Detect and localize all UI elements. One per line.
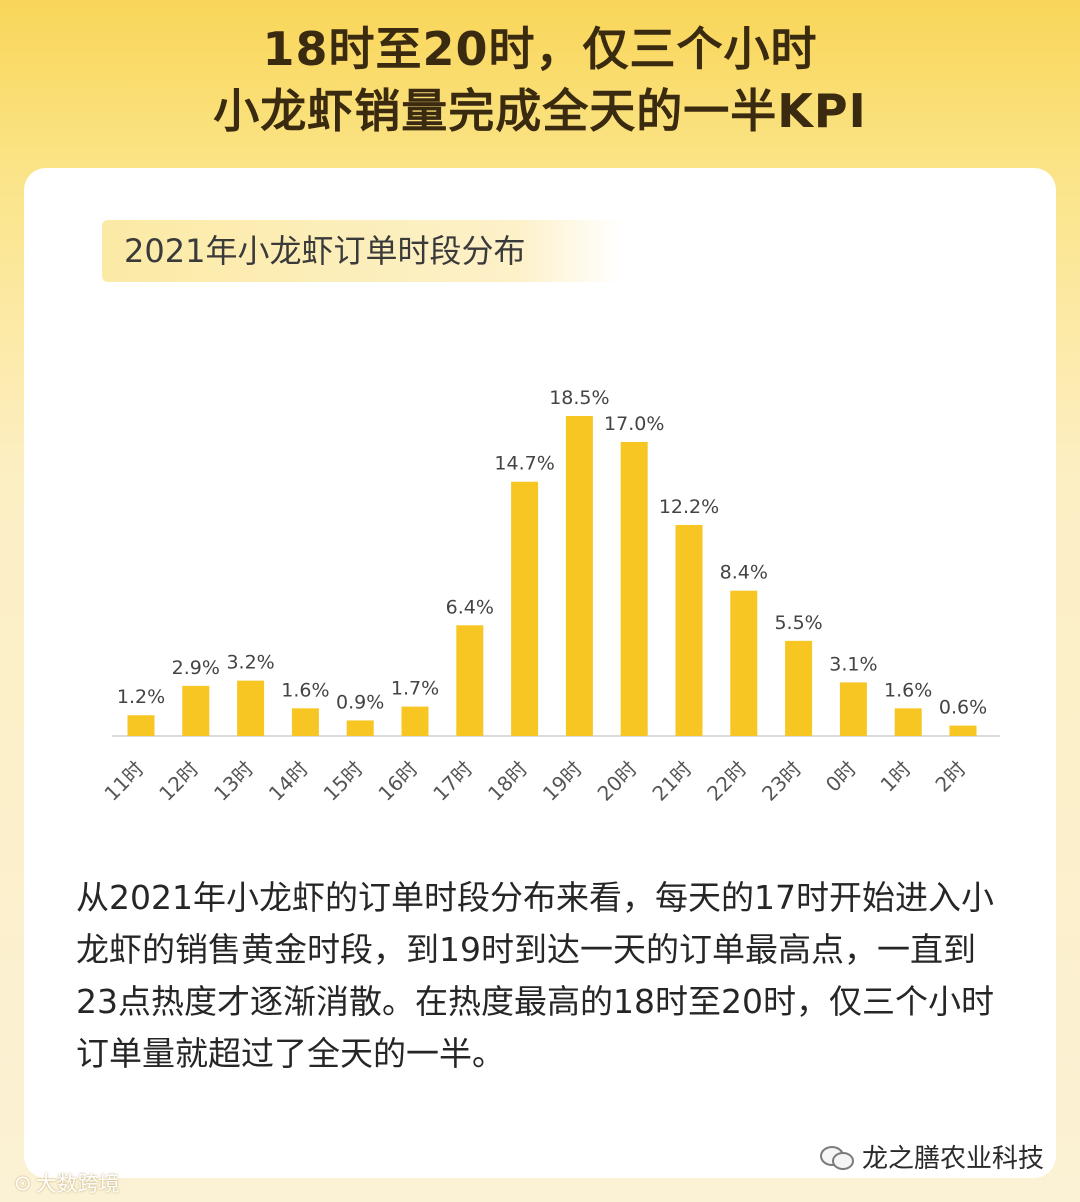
bar-value-label: 1.6% (281, 679, 329, 701)
chart-title: 2021年小龙虾订单时段分布 (124, 232, 526, 270)
headline-line-1: 18时至20时，仅三个小时 (262, 22, 818, 76)
x-tick-label: 17时 (428, 757, 477, 806)
x-tick-label: 20时 (593, 757, 642, 806)
chart-title-highlight (102, 220, 622, 282)
bar-value-label: 18.5% (549, 387, 609, 409)
bar-value-label: 3.1% (829, 653, 877, 675)
bar-value-label: 12.2% (659, 496, 719, 518)
bar-value-label: 1.6% (884, 679, 932, 701)
bar-value-label: 17.0% (604, 413, 664, 435)
content-panel (24, 168, 1056, 1178)
x-tick-label: 19时 (538, 757, 587, 806)
bar-20时 (620, 441, 648, 736)
bar-23时 (785, 640, 813, 736)
bar-value-label: 8.4% (720, 562, 768, 584)
headline: 18时至20时，仅三个小时 小龙虾销量完成全天的一半KPI (0, 18, 1080, 142)
x-tick-label: 11时 (99, 757, 148, 806)
description-paragraph: 从2021年小龙虾的订单时段分布来看，每天的17时开始进入小龙虾的销售黄金时段，… (76, 878, 994, 1073)
watermark: ⊙ 大数跨境 (14, 1168, 120, 1198)
bar-value-label: 6.4% (446, 596, 494, 618)
bar-12时 (182, 685, 210, 736)
bar-13时 (237, 680, 265, 736)
x-tick-label: 16时 (373, 757, 422, 806)
bar-value-label: 14.7% (494, 453, 554, 475)
bar-0时 (839, 682, 867, 736)
bar-15时 (346, 720, 374, 736)
x-tick-label: 18时 (483, 757, 532, 806)
bar-value-label: 1.2% (117, 686, 165, 708)
bar-value-label: 0.6% (939, 697, 987, 719)
headline-line-2: 小龙虾销量完成全天的一半KPI (213, 84, 867, 138)
watermark-text: 大数跨境 (35, 1172, 120, 1196)
bar-chart: 1.2% 11时 2.9% 12时 3.2% 13时 1.6% 14时 0.9% 15时 1.7% 1… (99, 387, 1000, 806)
bar-2时 (949, 725, 977, 736)
x-tick-label: 13时 (209, 757, 258, 806)
wechat-icon (819, 1144, 854, 1170)
brand-name: 龙之膳农业科技 (861, 1144, 1044, 1174)
bar-value-label: 0.9% (336, 691, 384, 713)
brand-signature: 龙之膳农业科技 (819, 1138, 1044, 1175)
bar-19时 (565, 416, 593, 736)
x-tick-label: 0时 (821, 757, 861, 797)
bar-14时 (291, 708, 319, 736)
x-tick-label: 12时 (154, 757, 203, 806)
bar-17时 (456, 625, 484, 736)
bar-18时 (511, 481, 539, 736)
bar-value-label: 3.2% (226, 652, 274, 674)
x-tick-label: 23时 (757, 757, 806, 806)
bar-21时 (675, 524, 703, 736)
bar-value-label: 5.5% (774, 612, 822, 634)
bar-11时 (127, 715, 155, 736)
x-tick-label: 1时 (876, 757, 916, 797)
bar-value-label: 2.9% (172, 657, 220, 679)
watermark-logo-icon: ⊙ (14, 1171, 32, 1195)
x-tick-label: 21时 (647, 757, 696, 806)
x-tick-label: 2时 (930, 757, 970, 797)
x-tick-label: 14时 (264, 757, 313, 806)
bar-1时 (894, 708, 922, 736)
x-tick-label: 22时 (702, 757, 751, 806)
bar-16时 (401, 706, 429, 736)
bar-22时 (730, 590, 758, 736)
bar-value-label: 1.7% (391, 678, 439, 700)
x-tick-label: 15时 (319, 757, 368, 806)
